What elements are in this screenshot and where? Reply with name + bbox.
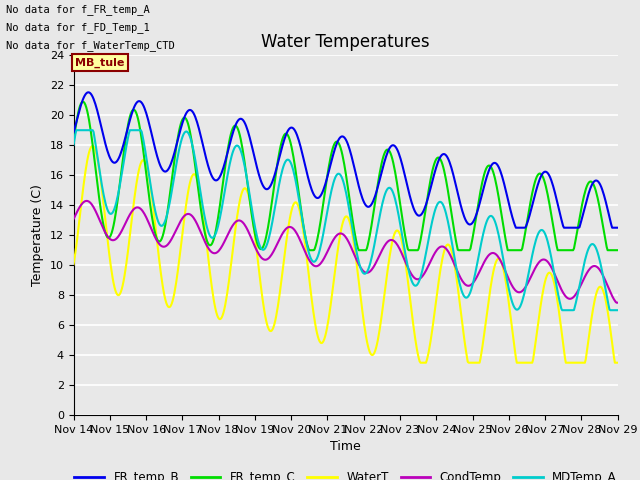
Text: No data for f_FD_Temp_1: No data for f_FD_Temp_1 xyxy=(6,22,150,33)
Title: Water Temperatures: Water Temperatures xyxy=(261,33,430,51)
X-axis label: Time: Time xyxy=(330,441,361,454)
Legend: FR_temp_B, FR_temp_C, WaterT, CondTemp, MDTemp_A: FR_temp_B, FR_temp_C, WaterT, CondTemp, … xyxy=(70,466,621,480)
Text: MB_tule: MB_tule xyxy=(76,58,125,68)
Text: No data for f_WaterTemp_CTD: No data for f_WaterTemp_CTD xyxy=(6,40,175,51)
Y-axis label: Temperature (C): Temperature (C) xyxy=(31,184,44,286)
Text: No data for f_FR_temp_A: No data for f_FR_temp_A xyxy=(6,4,150,15)
